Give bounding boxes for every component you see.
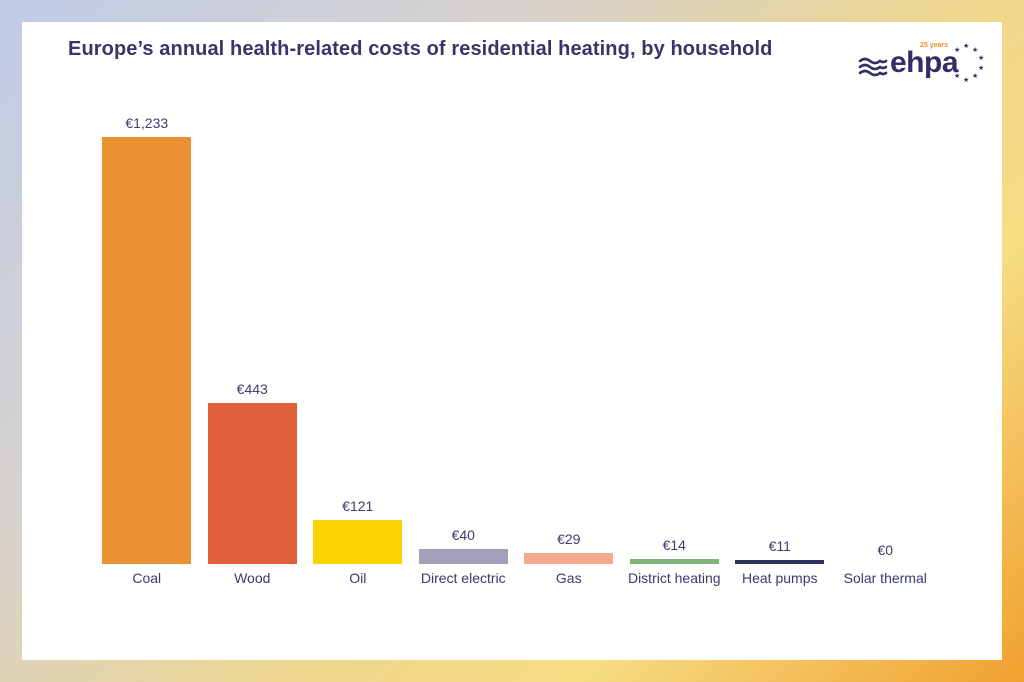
category-label: Oil: [349, 570, 367, 586]
bar-slot: €29: [516, 115, 622, 564]
bar-wood: [207, 403, 297, 564]
logo-wordmark: ehpa: [890, 46, 959, 79]
bar-value-label: €0: [877, 542, 894, 558]
eu-stars-icon: ★ ★ ★ ★ ★ ★ ★ ★: [954, 43, 985, 84]
ehpa-logo: ehpa 25 years ★ ★ ★ ★ ★ ★ ★ ★: [858, 38, 986, 96]
bar-coal: [102, 137, 192, 564]
bar-oil: [313, 520, 403, 564]
waves-icon: [858, 57, 888, 77]
category-label: District heating: [627, 570, 721, 586]
category-label: Solar thermal: [843, 570, 927, 586]
bar-slot: €14: [622, 115, 728, 564]
bar-slot: €0: [833, 115, 939, 564]
bar-slot: €11: [727, 115, 833, 564]
bar-heat-pumps: [735, 560, 825, 564]
bar-value-label: €40: [451, 527, 475, 543]
bar-slot: €40: [411, 115, 517, 564]
chart-card: Europe’s annual health-related costs of …: [22, 22, 1002, 660]
page-title: Europe’s annual health-related costs of …: [68, 38, 773, 60]
category-label: Direct electric: [420, 570, 506, 586]
bar-value-label: €29: [557, 531, 581, 547]
category-labels-row: Coal Wood Oil Direct electric Gas District he…: [94, 570, 938, 592]
category-label: Coal: [132, 570, 162, 586]
bar-value-label: €443: [236, 381, 268, 397]
logo-25-years-badge: 25 years: [920, 42, 949, 49]
bar-gas: [524, 553, 614, 564]
category-label: Heat pumps: [742, 570, 818, 586]
bar-chart: €1,233 €443 €121 €40 €29 €14 €11 €0 Coal Wood Oil…: [94, 115, 938, 592]
bar-district-heating: [629, 559, 719, 564]
category-label: Wood: [234, 570, 271, 586]
bar-direct-electric: [418, 549, 508, 564]
bar-slot: €443: [200, 115, 306, 564]
bar-value-label: €121: [342, 498, 374, 514]
bar-value-label: €11: [768, 538, 791, 554]
bar-slot: €121: [305, 115, 411, 564]
bar-slot: €1,233: [94, 115, 200, 564]
bars-row: €1,233 €443 €121 €40 €29 €14 €11 €0: [94, 115, 938, 564]
bar-value-label: €14: [662, 537, 686, 553]
bar-value-label: €1,233: [125, 115, 169, 131]
category-label: Gas: [555, 570, 582, 586]
